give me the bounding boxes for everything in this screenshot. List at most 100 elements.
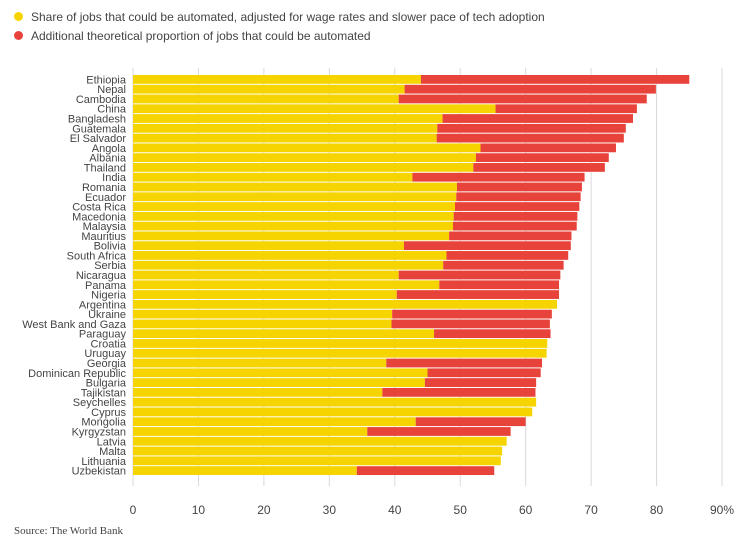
- category-label: Serbia: [94, 260, 127, 272]
- bar-adjusted: [133, 368, 428, 378]
- category-label: Latvia: [97, 436, 127, 448]
- bar-adjusted: [133, 202, 455, 211]
- bar-adjusted: [133, 221, 454, 231]
- bar-adjusted: [133, 436, 507, 446]
- x-tick-label: 40: [388, 503, 402, 517]
- category-label: Paraguay: [79, 329, 127, 341]
- category-label: Ecuador: [85, 192, 126, 204]
- bar-adjusted: [133, 446, 503, 456]
- category-label: Nicaragua: [76, 270, 127, 282]
- category-label: China: [97, 104, 127, 116]
- bar-adjusted: [133, 280, 440, 290]
- bar-additional: [382, 387, 536, 397]
- bar-additional: [386, 358, 543, 368]
- bar-additional: [473, 163, 605, 172]
- x-tick-label: 30: [323, 503, 337, 517]
- bar-additional: [437, 123, 626, 133]
- category-label: Romania: [82, 182, 127, 194]
- bar-additional: [453, 221, 577, 231]
- bar-additional: [391, 319, 550, 329]
- x-tick-label: 60: [519, 503, 533, 517]
- legend-swatch-yellow: [14, 12, 23, 21]
- bar-additional: [443, 260, 564, 270]
- bar-additional: [420, 75, 690, 84]
- bar-additional: [403, 241, 571, 251]
- bar-adjusted: [133, 84, 405, 94]
- bar-adjusted: [133, 163, 474, 172]
- category-label: Albania: [89, 153, 127, 165]
- bar-additional: [427, 368, 541, 378]
- bar-adjusted: [133, 123, 438, 133]
- bar-additional: [475, 153, 609, 163]
- category-label: Croatia: [91, 338, 127, 350]
- bar-adjusted: [133, 407, 533, 417]
- category-label: Thailand: [84, 162, 126, 174]
- bar-additional: [453, 211, 578, 221]
- bar-additional: [454, 202, 580, 211]
- bar-adjusted: [133, 231, 450, 241]
- bar-additional: [456, 182, 582, 192]
- bar-additional: [412, 172, 585, 182]
- x-tick-label: 90%: [710, 503, 734, 517]
- legend-item-additional: Additional theoretical proportion of job…: [14, 26, 545, 45]
- category-label: Malaysia: [83, 221, 127, 233]
- category-label: Costa Rica: [72, 202, 127, 214]
- bar-additional: [392, 309, 552, 319]
- bar-adjusted: [133, 397, 537, 407]
- category-label: Tajikistan: [81, 387, 126, 399]
- bar-additional: [404, 84, 656, 94]
- bar-adjusted: [133, 211, 454, 221]
- bar-adjusted: [133, 75, 421, 84]
- category-label: Lithuania: [81, 456, 127, 468]
- bar-adjusted: [133, 114, 443, 123]
- category-label: Mongolia: [81, 417, 127, 429]
- bar-adjusted: [133, 417, 416, 427]
- category-label: Seychelles: [73, 397, 127, 409]
- x-tick-label: 80: [650, 503, 664, 517]
- category-label: South Africa: [67, 250, 127, 262]
- bar-additional: [396, 290, 560, 299]
- bar-additional: [367, 427, 511, 436]
- bar-adjusted: [133, 319, 392, 329]
- bar-additional: [456, 192, 581, 202]
- bar-additional: [442, 114, 633, 123]
- bar-adjusted: [133, 339, 548, 348]
- bar-adjusted: [133, 153, 476, 163]
- category-label: Macedonia: [72, 211, 127, 223]
- bar-additional: [434, 329, 551, 339]
- bar-adjusted: [133, 329, 435, 339]
- category-label: Malta: [99, 446, 127, 458]
- legend-label-adjusted: Share of jobs that could be automated, a…: [31, 9, 545, 24]
- bar-additional: [446, 251, 569, 260]
- legend: Share of jobs that could be automated, a…: [14, 7, 545, 45]
- bar-additional: [415, 417, 526, 427]
- bar-additional: [436, 133, 624, 143]
- category-label: Guatemala: [72, 123, 127, 135]
- bar-additional: [424, 378, 537, 387]
- category-label: Uzbekistan: [72, 466, 126, 478]
- bar-adjusted: [133, 133, 437, 143]
- x-tick-label: 0: [130, 503, 137, 517]
- bar-adjusted: [133, 290, 397, 299]
- bar-adjusted: [133, 456, 501, 466]
- bar-additional: [495, 104, 637, 114]
- category-label: India: [102, 172, 127, 184]
- category-label: Georgia: [87, 358, 127, 370]
- bar-adjusted: [133, 172, 413, 182]
- category-label: Bolivia: [94, 241, 127, 253]
- category-label: Cambodia: [76, 94, 127, 106]
- category-label: West Bank and Gaza: [22, 319, 127, 331]
- legend-swatch-red: [14, 31, 23, 40]
- category-label: Nigeria: [91, 290, 127, 302]
- category-label: Bulgaria: [86, 378, 127, 390]
- bar-additional: [398, 94, 647, 104]
- source-note: Source: The World Bank: [14, 525, 123, 537]
- category-label: Mauritius: [81, 231, 126, 243]
- legend-item-adjusted: Share of jobs that could be automated, a…: [14, 7, 545, 26]
- bar-adjusted: [133, 387, 383, 397]
- bar-adjusted: [133, 427, 368, 436]
- x-tick-label: 20: [257, 503, 271, 517]
- bar-additional: [356, 466, 495, 475]
- bar-adjusted: [133, 260, 444, 270]
